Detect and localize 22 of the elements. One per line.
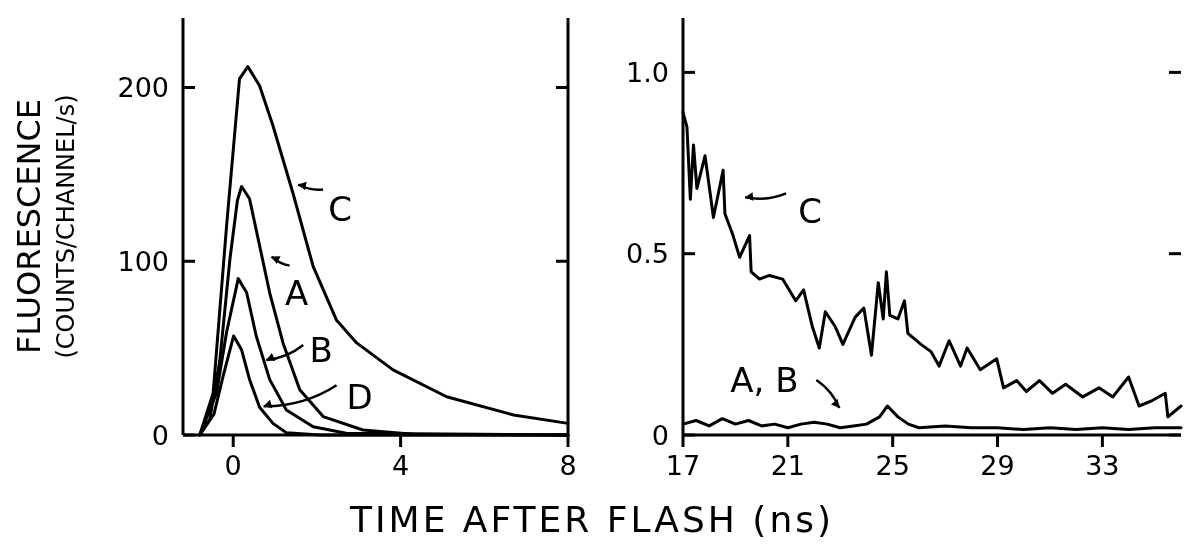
- x-tick-label: 4: [392, 450, 410, 481]
- x-tick-label: 29: [980, 450, 1015, 481]
- y-tick-label: 100: [117, 245, 169, 277]
- legend-label: C: [328, 189, 352, 230]
- legend-label: D: [346, 377, 373, 418]
- x-axis-title: TIME AFTER FLASH (ns): [349, 499, 834, 540]
- y-tick-label: 0: [151, 419, 169, 451]
- x-tick-label: 8: [559, 450, 577, 481]
- legend-label: B: [309, 329, 333, 370]
- x-tick-label: 33: [1085, 450, 1120, 481]
- y-tick-label: 0.5: [626, 238, 669, 270]
- x-tick-label: 21: [770, 450, 806, 481]
- y-axis-title: FLUORESCENCE (COUNTS/CHANNEL/s): [10, 94, 80, 359]
- series-label: A: [284, 272, 309, 313]
- series-label: A, B: [730, 359, 799, 400]
- legend-label: C: [798, 191, 822, 232]
- x-tick-label: 25: [875, 450, 910, 481]
- y-tick-label: 200: [117, 72, 169, 103]
- x-tick-label: 0: [224, 450, 242, 481]
- y-tick-label: 1.0: [626, 56, 669, 88]
- y-tick-label: 0: [651, 419, 669, 451]
- x-tick-label: 17: [665, 450, 701, 481]
